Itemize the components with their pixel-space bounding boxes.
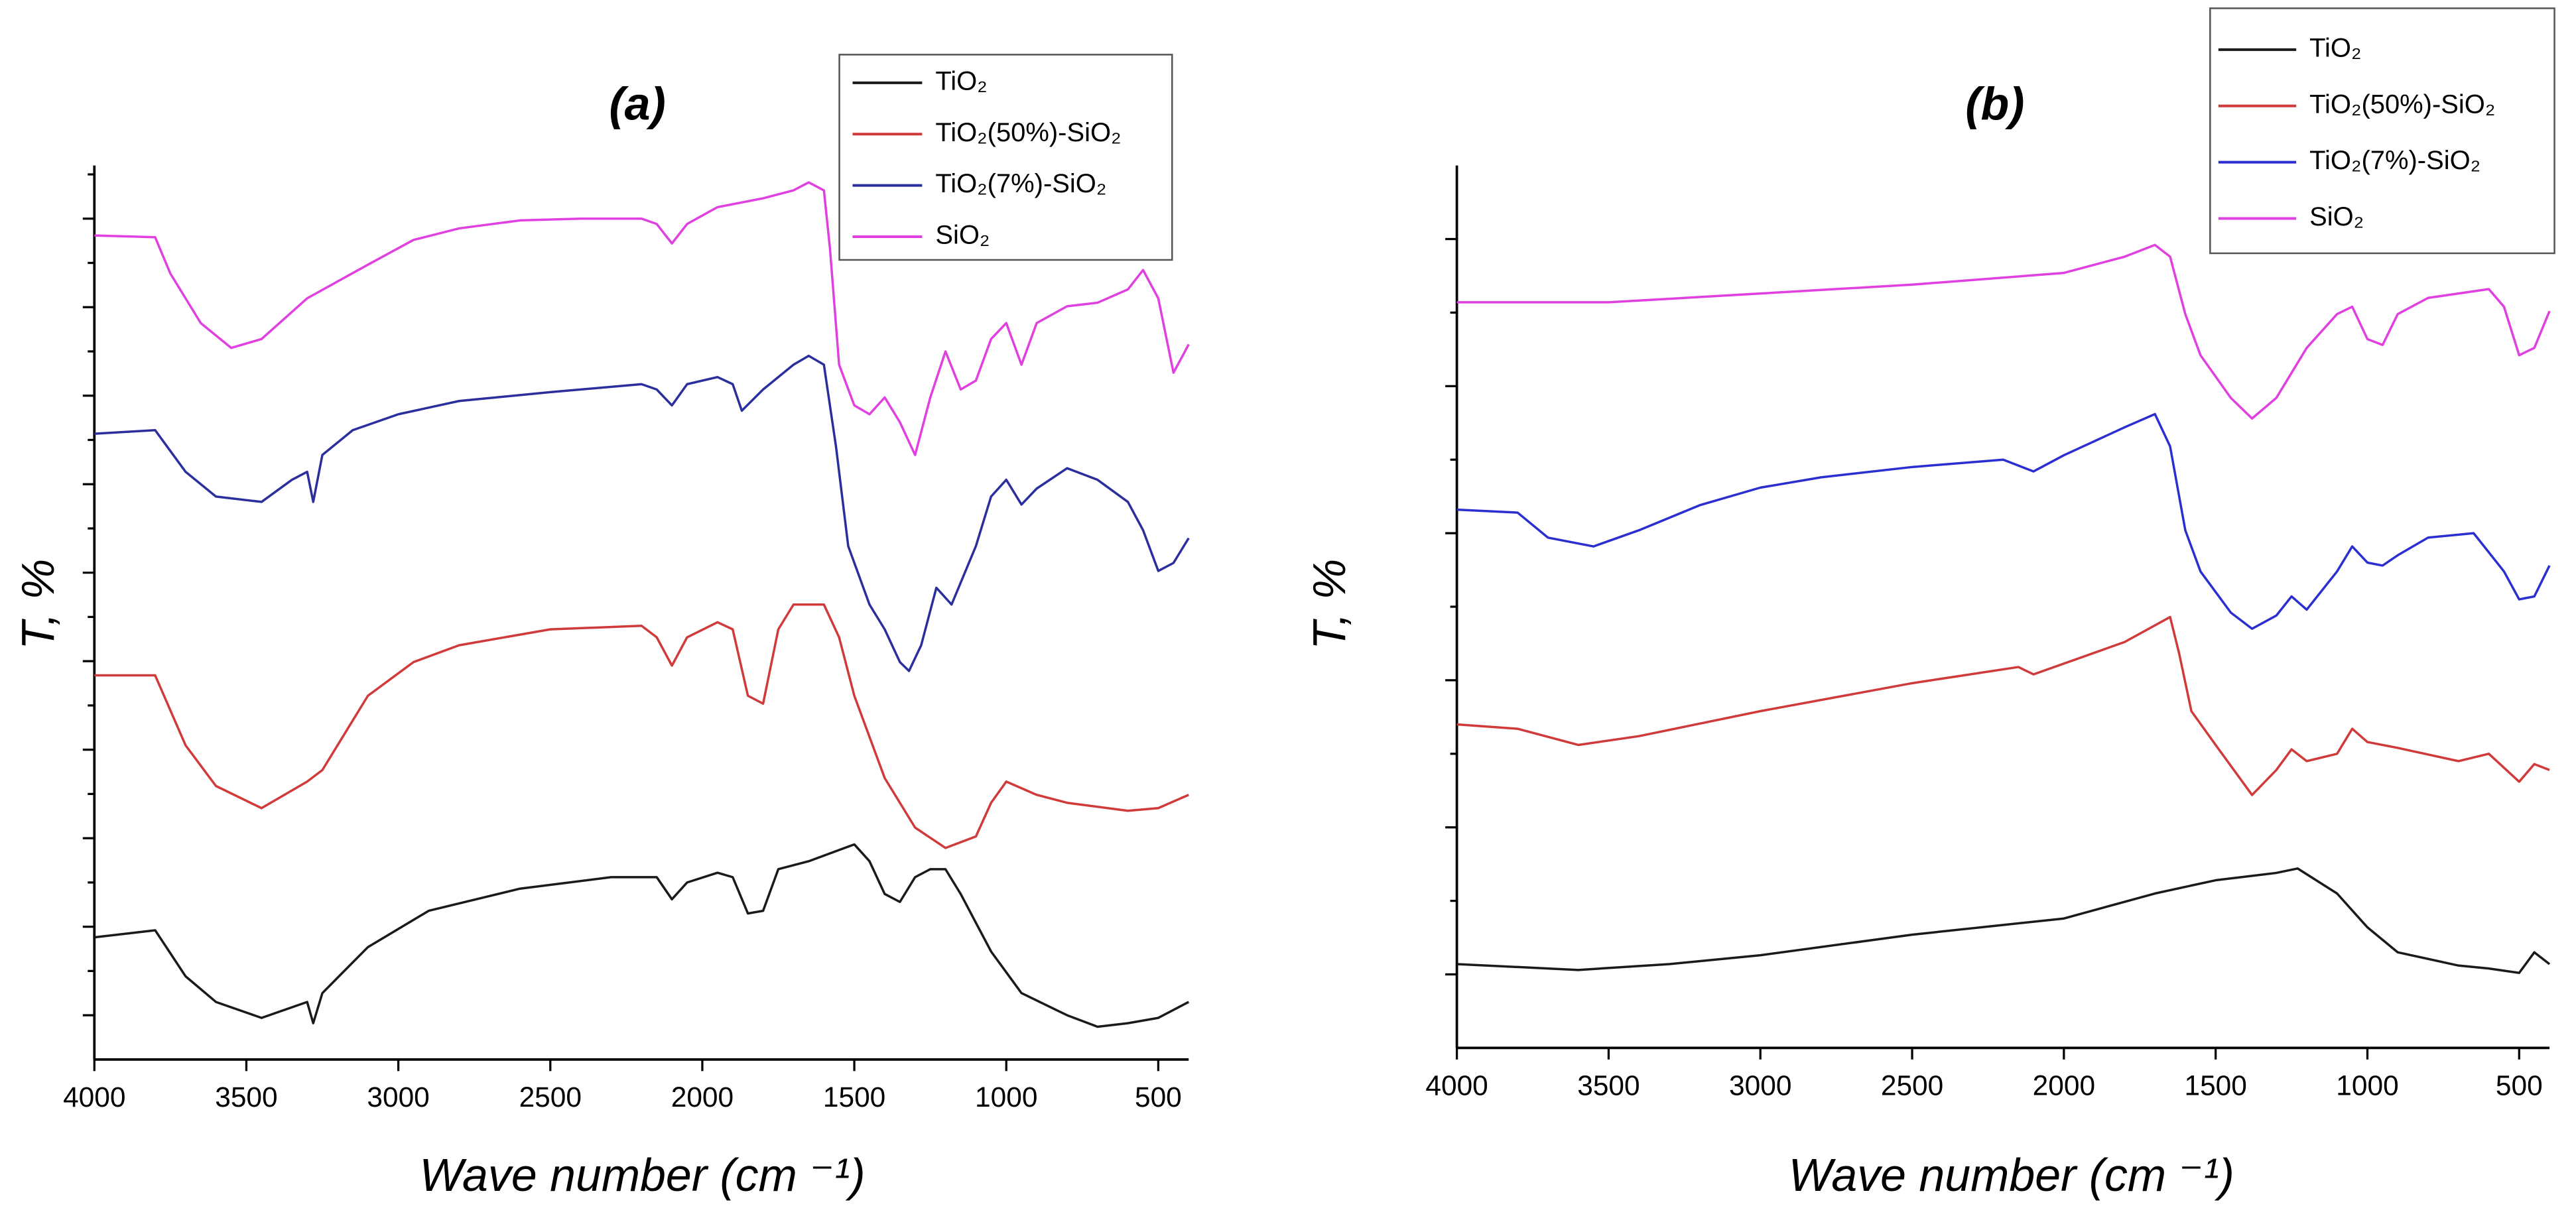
x-tick-label: 2500 [1881, 1070, 1943, 1101]
spectrum-line [1456, 615, 2550, 796]
x-tick-label: 2000 [2033, 1070, 2095, 1101]
spectrum-line [1456, 243, 2551, 420]
spectrum-line [1456, 867, 2551, 975]
x-tick-label: 4000 [1425, 1070, 1488, 1101]
x-tick-label: 500 [2496, 1070, 2543, 1101]
legend-label: SiO₂ [2309, 202, 2364, 231]
x-tick-label: 2500 [519, 1081, 582, 1113]
legend-label: TiO₂(50%)-SiO₂ [935, 118, 1121, 147]
x-tick-label: 1000 [975, 1081, 1037, 1113]
spectrum-line [94, 181, 1190, 456]
x-tick-label: 1500 [823, 1081, 885, 1113]
x-tick-label: 3500 [1577, 1070, 1640, 1101]
legend-label: TiO₂ [935, 66, 987, 95]
x-tick-label: 1500 [2184, 1070, 2246, 1101]
spectrum-line [94, 354, 1190, 672]
x-tick-label: 3000 [367, 1081, 429, 1113]
y-axis-label: T, % [1303, 559, 1355, 650]
x-tick-label: 500 [1135, 1081, 1182, 1113]
x-tick-label: 3000 [1729, 1070, 1791, 1101]
x-axis-label: Wave number (cm ⁻¹) [1789, 1149, 2234, 1201]
spectrum-line [1456, 412, 2551, 631]
chart-title: (a) [609, 78, 665, 130]
spectrum-line [94, 843, 1190, 1028]
x-tick-label: 2000 [671, 1081, 734, 1113]
x-axis-label: Wave number (cm ⁻¹) [419, 1149, 865, 1201]
legend-label: TiO₂(50%)-SiO₂ [2309, 90, 2495, 119]
legend-label: TiO₂(7%)-SiO₂ [2309, 146, 2480, 175]
x-tick-label: 3500 [215, 1081, 277, 1113]
chart-title: (b) [1965, 78, 2024, 130]
legend-box [2209, 7, 2555, 255]
legend-label: SiO₂ [935, 221, 990, 250]
legend-label: TiO₂(7%)-SiO₂ [935, 169, 1106, 198]
legend-label: TiO₂ [2309, 33, 2361, 62]
spectrum-line [94, 603, 1189, 849]
y-axis-label: T, % [12, 559, 64, 650]
x-tick-label: 1000 [2336, 1070, 2398, 1101]
legend-box [838, 54, 1173, 261]
x-tick-label: 4000 [63, 1081, 125, 1113]
